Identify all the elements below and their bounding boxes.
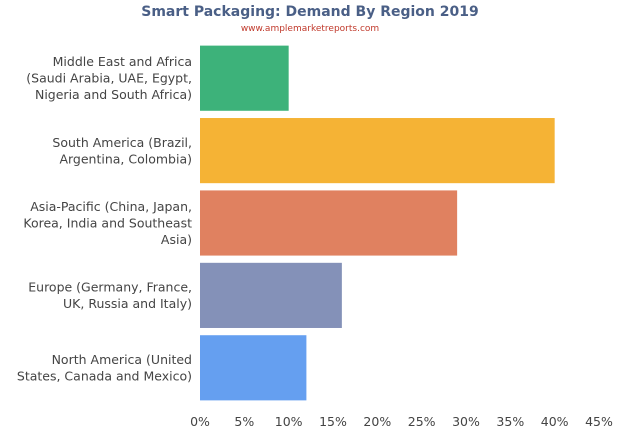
bar-1 [200,118,555,184]
x-tick-label: 15% [319,414,347,429]
x-tick-label: 0% [190,414,210,429]
x-tick-label: 25% [408,414,436,429]
x-tick-label: 10% [275,414,303,429]
category-label-2: Asia-Pacific (China, Japan, Korea, India … [23,199,192,247]
bar-4 [200,335,307,401]
x-tick-label: 5% [234,414,254,429]
bar-2 [200,190,458,256]
category-label-1: South America (Brazil, Argentina, Colombi… [52,135,192,167]
x-tick-label: 45% [585,414,613,429]
x-tick-label: 40% [541,414,569,429]
x-tick-label: 35% [496,414,524,429]
x-tick-label: 20% [363,414,391,429]
bar-3 [200,262,342,328]
bar-0 [200,45,289,111]
category-label-4: North America (United States, Canada and … [17,352,192,384]
chart-title: Smart Packaging: Demand By Region 2019 [141,4,479,20]
x-tick-label: 30% [452,414,480,429]
category-label-0: Middle East and Africa (Saudi Arabia, UAE… [26,54,192,102]
chart-subtitle: www.amplemarketreports.com [240,24,380,34]
category-label-3: Europe (Germany, France, UK, Russia and I… [28,280,192,312]
